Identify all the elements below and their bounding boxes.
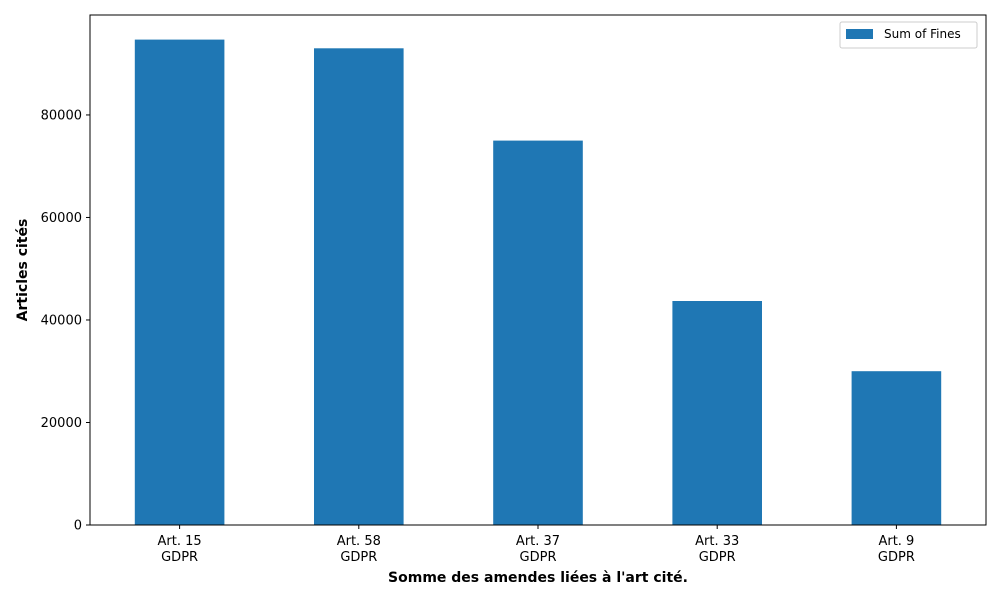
x-axis-label: Somme des amendes liées à l'art cité. — [388, 570, 688, 586]
bar — [672, 301, 762, 525]
bar — [851, 371, 942, 525]
y-tick-label: 60000 — [41, 211, 82, 226]
legend-frame — [839, 21, 978, 49]
y-axis-label: Articles cités — [15, 219, 31, 322]
y-tick-label: 20000 — [41, 416, 82, 431]
x-tick-label: Art. 33 GDPR — [695, 534, 739, 565]
bars-layer — [134, 39, 942, 526]
y-tick-label: 40000 — [41, 313, 82, 328]
legend-label-sum-of-fines: Sum of Fines — [884, 27, 961, 41]
legend: Sum of Fines — [839, 21, 978, 49]
y-axis-ticks: 0 20000 40000 60000 80000 — [41, 108, 90, 534]
x-tick-label: Art. 37 GDPR — [516, 534, 560, 565]
y-tick-label: 0 — [74, 519, 82, 534]
bar — [493, 140, 583, 525]
x-axis-ticks: Art. 15 GDPR Art. 58 GDPR Art. 37 GDPR Art. 33… — [158, 525, 915, 565]
x-tick-label: Art. 58 GDPR — [337, 534, 381, 565]
legend-swatch-sum-of-fines — [846, 29, 873, 39]
bar — [314, 48, 404, 526]
bar — [134, 39, 225, 525]
y-tick-label: 80000 — [41, 108, 82, 123]
x-tick-label: Art. 9 GDPR — [878, 534, 915, 565]
x-tick-label: Art. 15 GDPR — [158, 534, 202, 565]
